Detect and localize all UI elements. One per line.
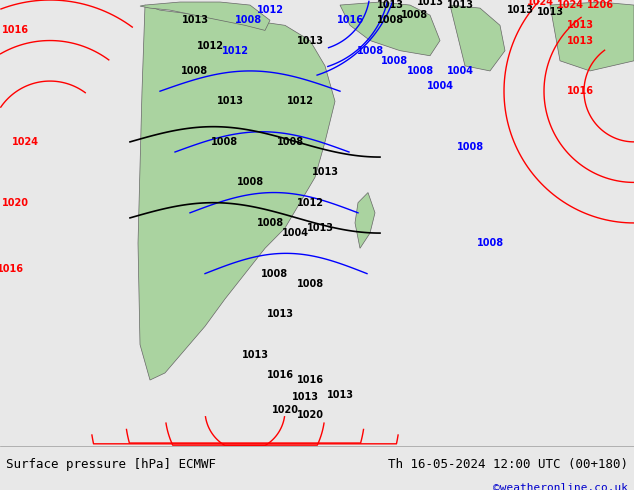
Text: 1013: 1013 xyxy=(306,223,333,233)
Text: 1013: 1013 xyxy=(507,5,533,15)
Text: 1013: 1013 xyxy=(242,350,269,360)
Text: Surface pressure [hPa] ECMWF: Surface pressure [hPa] ECMWF xyxy=(6,458,216,471)
Text: 1013: 1013 xyxy=(446,0,474,10)
Polygon shape xyxy=(140,2,270,30)
Text: 1012: 1012 xyxy=(221,46,249,56)
Text: 1013: 1013 xyxy=(292,392,318,402)
Text: 1013: 1013 xyxy=(536,7,564,17)
Text: Th 16-05-2024 12:00 UTC (00+180): Th 16-05-2024 12:00 UTC (00+180) xyxy=(387,458,628,471)
Text: 1013: 1013 xyxy=(327,390,354,400)
Text: 1013: 1013 xyxy=(377,0,403,10)
Text: 1008: 1008 xyxy=(235,15,262,25)
Text: 1024: 1024 xyxy=(11,137,39,147)
Text: 1016: 1016 xyxy=(0,264,23,273)
Text: 1020: 1020 xyxy=(297,411,323,420)
Text: 1020: 1020 xyxy=(1,197,29,208)
Polygon shape xyxy=(355,193,375,248)
Polygon shape xyxy=(138,5,335,380)
Text: 1013: 1013 xyxy=(567,21,593,30)
Text: 1016: 1016 xyxy=(337,15,363,25)
Text: 1013: 1013 xyxy=(417,0,444,7)
Text: 1008: 1008 xyxy=(406,66,434,76)
Text: 1008: 1008 xyxy=(276,137,304,147)
Text: 1004: 1004 xyxy=(427,81,453,91)
Text: 1008: 1008 xyxy=(256,218,283,228)
Text: 1004: 1004 xyxy=(446,66,474,76)
Text: 1016: 1016 xyxy=(1,25,29,35)
Text: 1016: 1016 xyxy=(297,375,323,385)
Polygon shape xyxy=(450,5,505,71)
Text: 1008: 1008 xyxy=(236,177,264,187)
Text: 1013: 1013 xyxy=(266,309,294,319)
Text: 1024: 1024 xyxy=(526,0,553,7)
Text: 1008: 1008 xyxy=(181,66,209,76)
Text: 1008: 1008 xyxy=(476,238,503,248)
Polygon shape xyxy=(550,2,634,71)
Text: 1004: 1004 xyxy=(281,228,309,238)
Text: 1008: 1008 xyxy=(456,142,484,152)
Text: ©weatheronline.co.uk: ©weatheronline.co.uk xyxy=(493,483,628,490)
Text: 1013: 1013 xyxy=(216,97,243,106)
Text: 1008: 1008 xyxy=(377,15,404,25)
Text: 1024: 1024 xyxy=(557,0,583,10)
Polygon shape xyxy=(340,2,440,56)
Text: 1020: 1020 xyxy=(271,405,299,416)
Text: 1012: 1012 xyxy=(197,41,224,50)
Text: 1016: 1016 xyxy=(567,86,593,96)
Text: 1008: 1008 xyxy=(261,269,288,279)
Text: 1008: 1008 xyxy=(401,10,429,20)
Text: 1013: 1013 xyxy=(297,36,323,46)
Text: 1012: 1012 xyxy=(287,97,313,106)
Text: 1016: 1016 xyxy=(266,370,294,380)
Text: 1012: 1012 xyxy=(297,197,323,208)
Text: 1013: 1013 xyxy=(567,36,593,46)
Text: 1008: 1008 xyxy=(211,137,238,147)
Text: 1013: 1013 xyxy=(181,15,209,25)
Text: 1013: 1013 xyxy=(311,167,339,177)
Text: 1008: 1008 xyxy=(356,46,384,56)
Text: 1008: 1008 xyxy=(382,56,408,66)
Text: 1008: 1008 xyxy=(297,279,323,289)
Text: 1012: 1012 xyxy=(257,5,283,15)
Text: 1206: 1206 xyxy=(586,0,614,10)
